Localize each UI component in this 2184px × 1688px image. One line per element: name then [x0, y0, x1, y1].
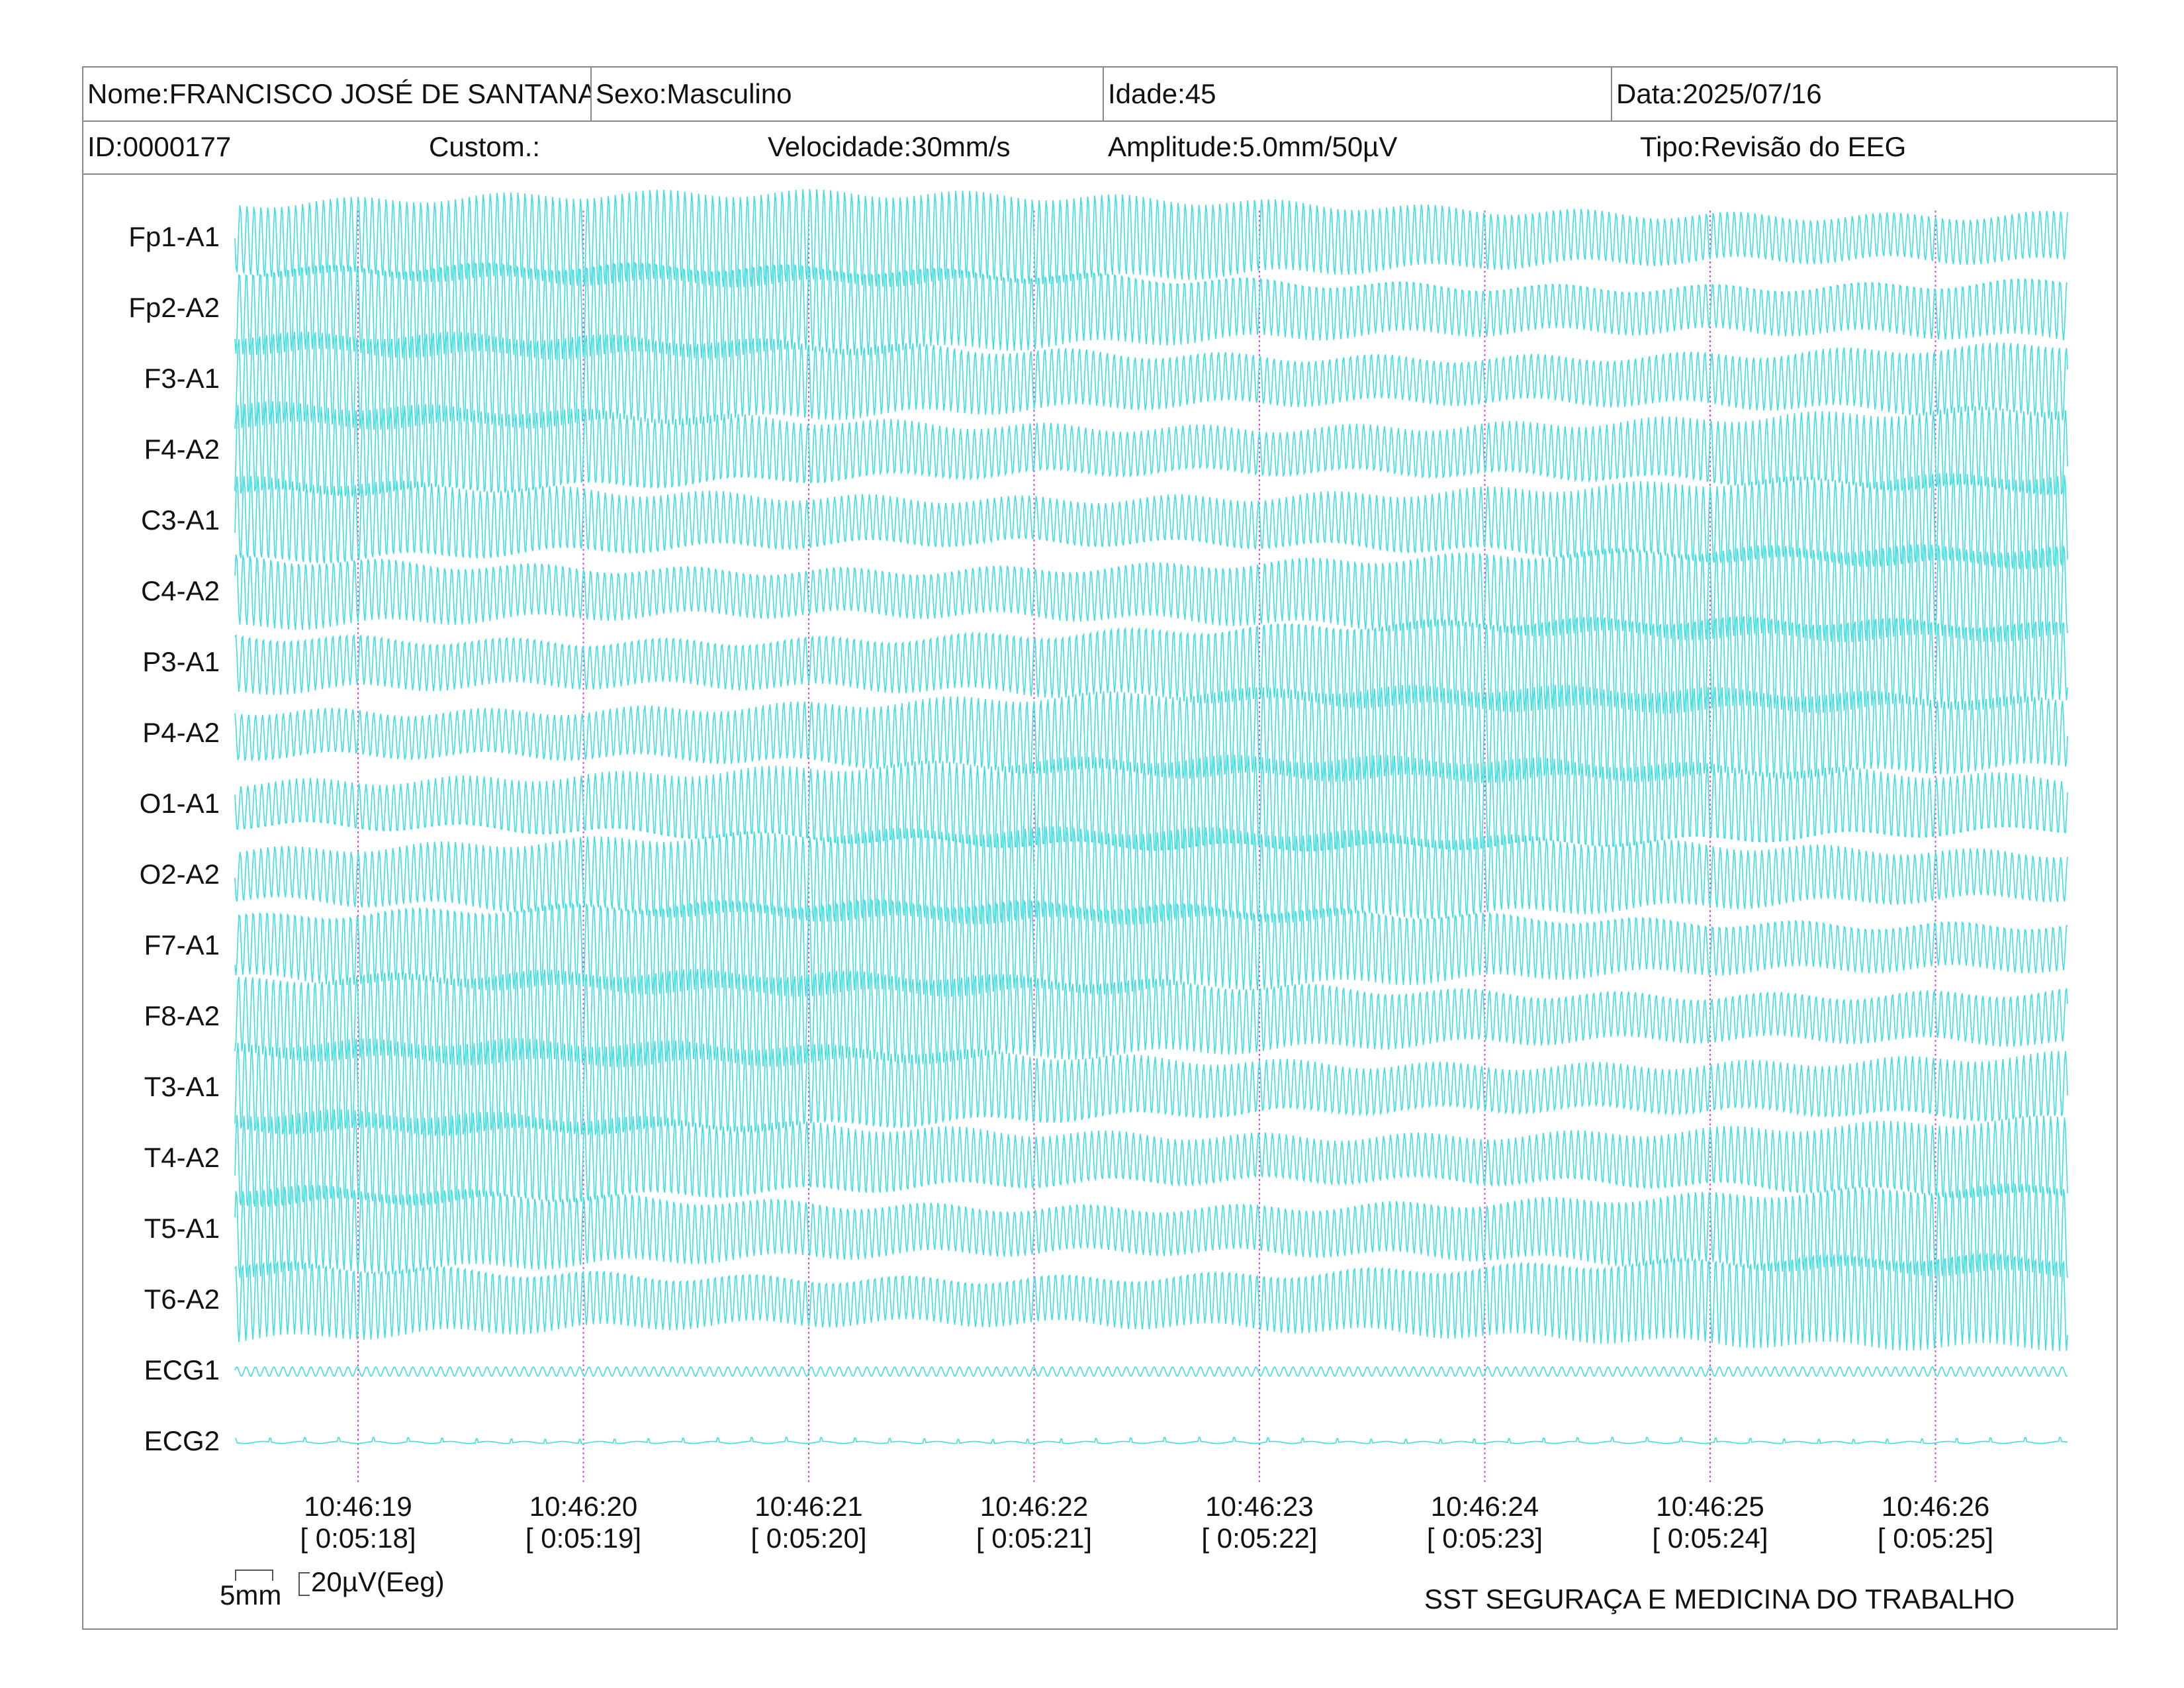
time-tick-clock: 10:46:24 — [1431, 1491, 1539, 1522]
channel-label: C4-A2 — [141, 575, 220, 606]
amplitude: Amplitude:5.0mm/50µV — [1108, 131, 1398, 162]
exam-date: Data:2025/07/16 — [1616, 78, 1822, 109]
channel-trace — [234, 261, 2068, 360]
divider — [1611, 68, 1612, 120]
time-tick-elapsed: [ 0:05:20] — [751, 1523, 866, 1554]
channel-trace — [234, 473, 2068, 569]
channel-label: P4-A2 — [142, 717, 220, 748]
channel-label: ECG1 — [144, 1354, 220, 1385]
channel-label: Fp2-A2 — [128, 292, 220, 323]
channel-trace — [234, 616, 2068, 714]
channel-trace — [234, 331, 2068, 430]
channel-labels: Fp1-A1 Fp2-A2 F3-A1 F4-A2 C3-A1 C4-A2 P3-A1 P4-… — [128, 221, 220, 1456]
scale-mm-label: 5mm — [220, 1579, 282, 1611]
channel-trace — [234, 1436, 2068, 1444]
channel-trace — [234, 755, 2068, 852]
time-tick-elapsed: [ 0:05:22] — [1201, 1523, 1317, 1554]
header-row-2: ID:0000177 Custom.: Velocidade:30mm/s Am… — [83, 120, 2116, 175]
channel-label: F4-A2 — [144, 434, 220, 465]
time-tick-clock: 10:46:23 — [1205, 1491, 1314, 1522]
channel-trace — [234, 1109, 2068, 1207]
company-name: SST SEGURAÇA E MEDICINA DO TRABALHO — [1424, 1583, 2015, 1615]
scale-bar — [235, 1570, 310, 1596]
divider — [590, 68, 592, 120]
channel-trace — [234, 1252, 2068, 1351]
channel-trace — [234, 826, 2068, 925]
channel-label: T6-A2 — [144, 1284, 220, 1315]
channel-label: O1-A1 — [140, 788, 220, 819]
speed: Velocidade:30mm/s — [768, 131, 1011, 162]
exam-type: Tipo:Revisão do EEG — [1640, 131, 1907, 162]
channel-label: F7-A1 — [144, 929, 220, 961]
time-tick-elapsed: [ 0:05:24] — [1652, 1523, 1768, 1554]
time-tick-clock: 10:46:19 — [304, 1491, 412, 1522]
patient-id: ID:0000177 — [87, 131, 232, 162]
time-tick-elapsed: [ 0:05:19] — [525, 1523, 641, 1554]
channel-label: O2-A2 — [140, 859, 220, 890]
channel-trace — [234, 898, 2068, 997]
scale-uv-label: 20µV(Eeg) — [311, 1566, 445, 1597]
channel-trace — [234, 189, 2068, 288]
time-tick-elapsed: [ 0:05:25] — [1878, 1523, 1993, 1554]
channel-label: P3-A1 — [142, 646, 220, 677]
channel-label: Fp1-A1 — [128, 221, 220, 252]
time-tick-elapsed: [ 0:05:18] — [300, 1523, 416, 1554]
patient-name: Nome:FRANCISCO JOSÉ DE SANTANA — [87, 78, 597, 109]
time-tick-elapsed: [ 0:05:21] — [976, 1523, 1092, 1554]
custom-field: Custom.: — [429, 131, 541, 162]
channel-label: C3-A1 — [141, 504, 220, 536]
time-tick-clock: 10:46:22 — [980, 1491, 1089, 1522]
channel-trace — [234, 684, 2068, 783]
channel-trace — [234, 1366, 2068, 1378]
report-frame: Nome:FRANCISCO JOSÉ DE SANTANA Sexo:Masc… — [82, 66, 2118, 1630]
channel-label: T5-A1 — [144, 1213, 220, 1244]
channel-trace — [234, 544, 2068, 643]
time-tick-clock: 10:46:25 — [1656, 1491, 1764, 1522]
eeg-traces — [234, 189, 2068, 1444]
time-tick-clock: 10:46:20 — [529, 1491, 638, 1522]
time-tick-elapsed: [ 0:05:23] — [1427, 1523, 1543, 1554]
divider — [1103, 68, 1104, 120]
channel-trace — [234, 1183, 2068, 1278]
channel-label: T3-A1 — [144, 1071, 220, 1102]
channel-label: ECG2 — [144, 1425, 220, 1456]
time-tick-clock: 10:46:26 — [1882, 1491, 1990, 1522]
channel-trace — [234, 401, 2068, 497]
time-tick-clock: 10:46:21 — [754, 1491, 863, 1522]
header-row-1: Nome:FRANCISCO JOSÉ DE SANTANA Sexo:Masc… — [83, 68, 2116, 122]
channel-trace — [234, 968, 2068, 1068]
patient-age: Idade:45 — [1108, 78, 1216, 109]
time-tick-labels: 10:46:19[ 0:05:18] 10:46:20[ 0:05:19] 10:4… — [300, 1491, 1993, 1554]
channel-label: F3-A1 — [144, 363, 220, 394]
scale-bar-uv — [298, 1572, 310, 1596]
channel-label: T4-A2 — [144, 1142, 220, 1173]
patient-sex: Sexo:Masculino — [592, 68, 792, 120]
channel-label: F8-A2 — [144, 1000, 220, 1031]
scale-bar-mm — [235, 1570, 273, 1581]
channel-trace — [234, 1038, 2068, 1137]
